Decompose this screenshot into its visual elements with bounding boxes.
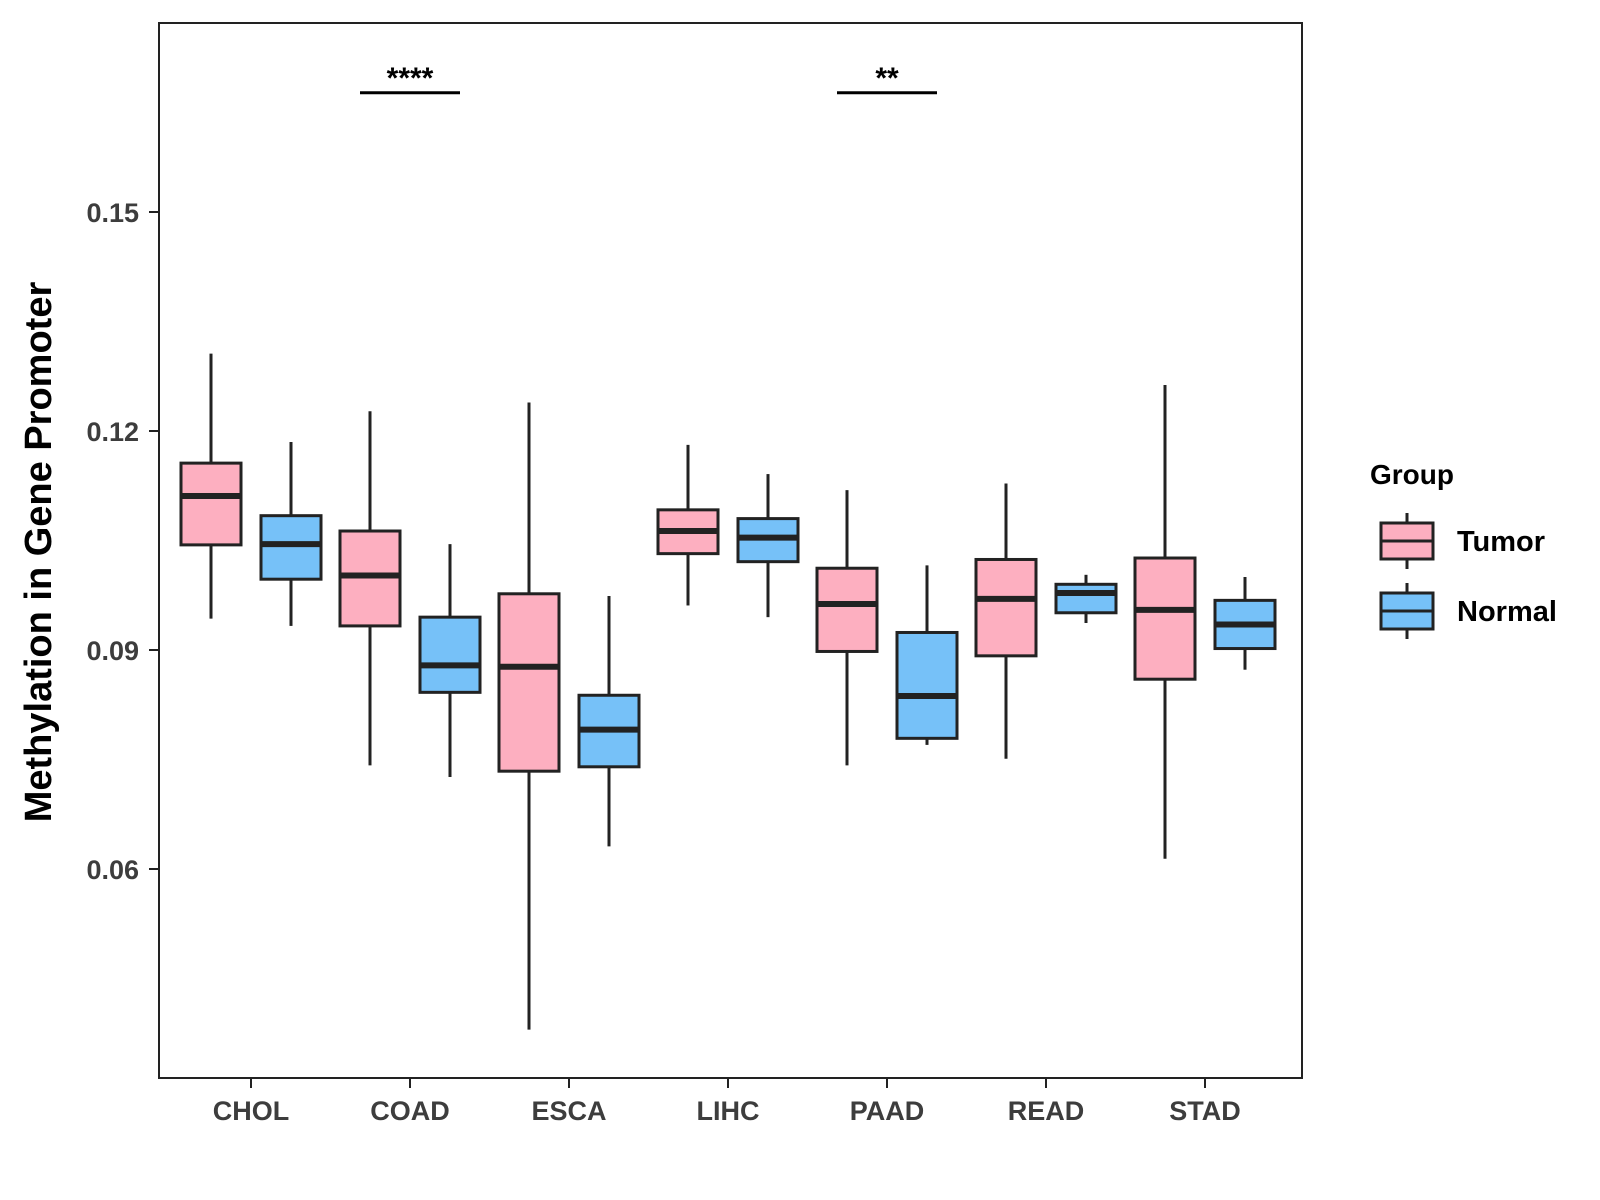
box-normal-read — [1054, 574, 1118, 623]
x-tick-label: CHOL — [213, 1096, 290, 1126]
box-normal-coad — [418, 544, 482, 778]
x-tick-label: READ — [1008, 1096, 1085, 1126]
box-tumor-stad — [1133, 385, 1197, 859]
box-normal-stad — [1213, 577, 1277, 670]
box-iqr — [418, 615, 482, 694]
boxes — [179, 353, 1277, 1030]
legend-item-normal: Normal — [1379, 583, 1557, 639]
box-iqr — [895, 630, 959, 740]
legend: Group Tumor Normal — [1370, 459, 1557, 639]
y-axis: 0.06 0.09 0.12 0.15 — [86, 198, 159, 885]
significance-label: ** — [875, 62, 899, 95]
box-tumor-coad — [338, 411, 402, 766]
x-tick-label: STAD — [1169, 1096, 1241, 1126]
box-tumor-chol — [179, 353, 243, 619]
x-tick-label: LIHC — [697, 1096, 760, 1126]
legend-title: Group — [1370, 459, 1454, 490]
box-normal-paad — [895, 565, 959, 745]
y-tick-label: 0.09 — [86, 636, 139, 666]
box-normal-lihc — [736, 474, 800, 618]
significance-annotations: **** ** — [360, 62, 937, 95]
y-tick-label: 0.15 — [86, 198, 139, 228]
box-iqr — [1054, 582, 1118, 615]
legend-label: Tumor — [1457, 526, 1545, 558]
panel-border — [158, 22, 1303, 1079]
box-iqr — [259, 514, 323, 581]
plot-panel — [158, 22, 1303, 1079]
box-normal-chol — [259, 441, 323, 626]
y-axis-title: Methylation in Gene Promoter — [18, 282, 60, 823]
legend-label: Normal — [1457, 596, 1557, 628]
box-tumor-paad — [815, 490, 879, 766]
box-iqr — [974, 557, 1038, 658]
box-iqr — [497, 592, 561, 773]
box-iqr — [1133, 556, 1197, 681]
box-normal-esca — [577, 595, 641, 847]
y-tick-label: 0.06 — [86, 855, 139, 885]
box-iqr — [815, 566, 879, 653]
x-tick-label: PAAD — [850, 1096, 925, 1126]
x-tick-label: COAD — [370, 1096, 450, 1126]
legend-item-tumor: Tumor — [1379, 513, 1545, 569]
box-iqr — [179, 461, 243, 547]
box-tumor-read — [974, 483, 1038, 759]
box-tumor-esca — [497, 402, 561, 1030]
box-tumor-lihc — [656, 444, 720, 606]
significance-label: **** — [387, 62, 434, 95]
y-tick-label: 0.12 — [86, 417, 139, 447]
x-axis: CHOL COAD ESCA LIHC PAAD READ STAD — [213, 1078, 1241, 1126]
x-tick-label: ESCA — [531, 1096, 606, 1126]
